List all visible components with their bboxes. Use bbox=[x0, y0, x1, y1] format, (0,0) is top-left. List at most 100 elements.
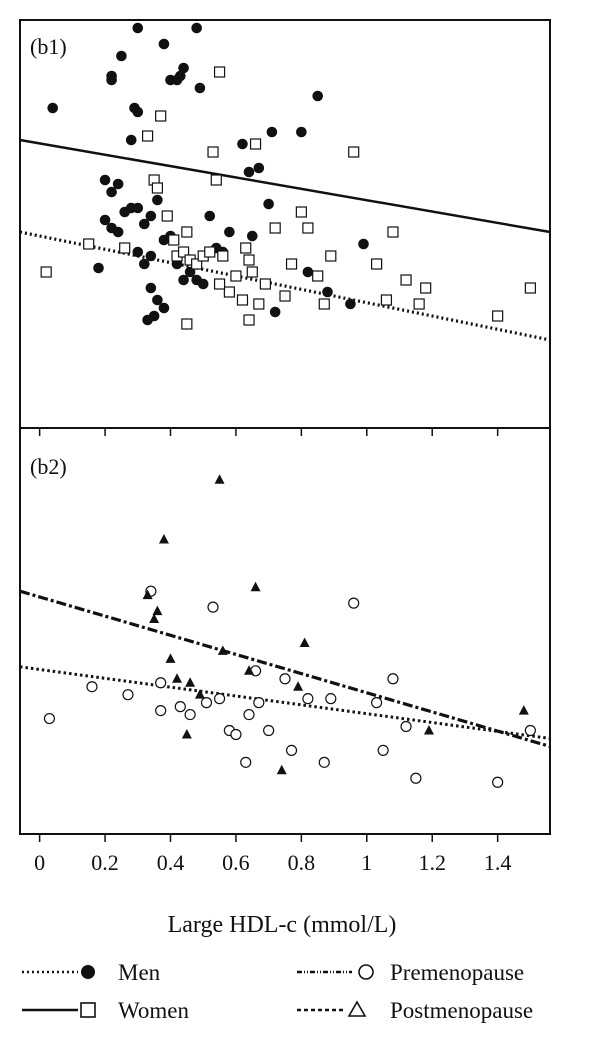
point-women-10 bbox=[177, 246, 190, 258]
point-men-17 bbox=[204, 210, 216, 222]
point-premenopause-21 bbox=[325, 693, 337, 705]
x-tick-label-2: 0.4 bbox=[157, 850, 185, 875]
point-women-38 bbox=[371, 258, 383, 270]
point-women-27 bbox=[253, 298, 265, 310]
point-men-9 bbox=[145, 250, 157, 262]
point-men-56 bbox=[145, 282, 157, 294]
point-men-34 bbox=[112, 178, 124, 190]
point-premenopause-7 bbox=[184, 708, 196, 721]
point-postmenopause-7 bbox=[185, 677, 196, 687]
x-tick-label-7: 1.4 bbox=[484, 850, 512, 875]
point-men-0 bbox=[47, 102, 59, 114]
point-postmenopause-6 bbox=[181, 728, 192, 739]
point-men-51 bbox=[99, 214, 111, 226]
point-women-3 bbox=[141, 130, 154, 142]
point-men-31 bbox=[358, 238, 369, 250]
point-women-42 bbox=[420, 282, 432, 294]
point-women-45 bbox=[492, 310, 504, 322]
point-men-58 bbox=[158, 302, 170, 314]
x-tick-label-5: 1 bbox=[361, 850, 372, 875]
point-women-47 bbox=[213, 278, 226, 290]
panel-b1-trend-lines bbox=[19, 138, 551, 342]
point-premenopause-29 bbox=[524, 724, 536, 737]
panel-b2: (b2) bbox=[19, 427, 551, 835]
point-men-23 bbox=[263, 198, 274, 210]
legend-item-women: Women bbox=[22, 998, 189, 1023]
point-women-23 bbox=[240, 242, 252, 254]
point-premenopause-15 bbox=[253, 697, 265, 709]
point-men-38 bbox=[139, 218, 150, 230]
x-tick-label-0: 0 bbox=[34, 850, 45, 875]
legend-marker-premenopause bbox=[358, 964, 374, 980]
point-men-8 bbox=[132, 106, 144, 118]
point-women-26 bbox=[249, 138, 262, 150]
point-women-37 bbox=[348, 146, 360, 158]
point-women-46 bbox=[181, 318, 193, 330]
point-men-21 bbox=[246, 230, 258, 242]
point-women-32 bbox=[295, 206, 307, 218]
panel-b1-frame bbox=[19, 19, 551, 429]
point-women-34 bbox=[312, 270, 324, 282]
point-women-19 bbox=[217, 250, 229, 262]
x-axis: 0 0.2 0.4 0.6 0.8 1 1.2 1.4 bbox=[34, 428, 511, 875]
point-postmenopause-11 bbox=[244, 665, 255, 675]
x-tick-label-4: 0.8 bbox=[288, 850, 316, 875]
legend-label-men: Men bbox=[118, 960, 161, 985]
point-women-30 bbox=[279, 290, 291, 302]
point-men-4 bbox=[116, 50, 127, 62]
point-premenopause-1 bbox=[86, 681, 98, 693]
point-men-16 bbox=[194, 82, 206, 94]
point-women-13 bbox=[191, 258, 203, 270]
legend-marker-postmenopause bbox=[347, 1000, 367, 1017]
point-women-1 bbox=[83, 238, 95, 250]
legend-item-men: Men bbox=[22, 960, 161, 985]
point-men-53 bbox=[112, 226, 124, 238]
point-women-33 bbox=[302, 222, 314, 234]
panel-b2-trend-lines bbox=[19, 589, 551, 748]
point-men-6 bbox=[132, 22, 144, 34]
point-premenopause-12 bbox=[230, 728, 242, 741]
point-men-20 bbox=[243, 166, 255, 178]
point-women-39 bbox=[380, 294, 393, 306]
point-premenopause-18 bbox=[285, 744, 298, 757]
point-premenopause-6 bbox=[174, 701, 186, 713]
legend-label-premenopause: Premenopause bbox=[390, 960, 524, 985]
point-women-5 bbox=[151, 182, 164, 194]
point-premenopause-22 bbox=[348, 597, 360, 609]
panel-b2-points bbox=[43, 474, 536, 788]
point-premenopause-23 bbox=[371, 697, 383, 709]
point-men-60 bbox=[148, 310, 160, 322]
point-postmenopause-1 bbox=[149, 613, 160, 624]
point-premenopause-2 bbox=[122, 689, 134, 701]
point-postmenopause-5 bbox=[172, 673, 183, 683]
point-women-15 bbox=[204, 246, 216, 258]
point-postmenopause-16 bbox=[423, 725, 434, 735]
point-premenopause-16 bbox=[263, 724, 275, 737]
panel-b2-frame bbox=[19, 427, 551, 835]
point-premenopause-27 bbox=[410, 772, 422, 784]
point-premenopause-13 bbox=[240, 756, 252, 768]
point-postmenopause-15 bbox=[299, 637, 310, 647]
point-women-7 bbox=[161, 210, 173, 222]
point-premenopause-17 bbox=[279, 673, 291, 685]
point-men-27 bbox=[302, 266, 314, 278]
point-women-40 bbox=[387, 226, 399, 238]
panel-b1-points bbox=[40, 22, 536, 330]
trend-line-women bbox=[19, 138, 551, 234]
point-postmenopause-0 bbox=[142, 589, 153, 600]
point-men-28 bbox=[312, 90, 324, 102]
point-men-25 bbox=[269, 306, 281, 318]
point-women-2 bbox=[119, 242, 131, 254]
x-tick-label-3: 0.6 bbox=[222, 850, 250, 875]
point-men-40 bbox=[152, 194, 163, 206]
point-women-21 bbox=[230, 270, 242, 282]
point-men-29 bbox=[322, 286, 333, 298]
legend-marker-men bbox=[81, 965, 95, 979]
point-men-30 bbox=[345, 298, 356, 310]
point-women-31 bbox=[285, 258, 298, 270]
point-premenopause-9 bbox=[207, 601, 219, 613]
x-axis-label: Large HDL-c (mmol/L) bbox=[168, 912, 397, 938]
point-postmenopause-12 bbox=[250, 581, 261, 592]
x-tick-label-1: 0.2 bbox=[91, 850, 119, 875]
point-premenopause-20 bbox=[318, 756, 330, 768]
